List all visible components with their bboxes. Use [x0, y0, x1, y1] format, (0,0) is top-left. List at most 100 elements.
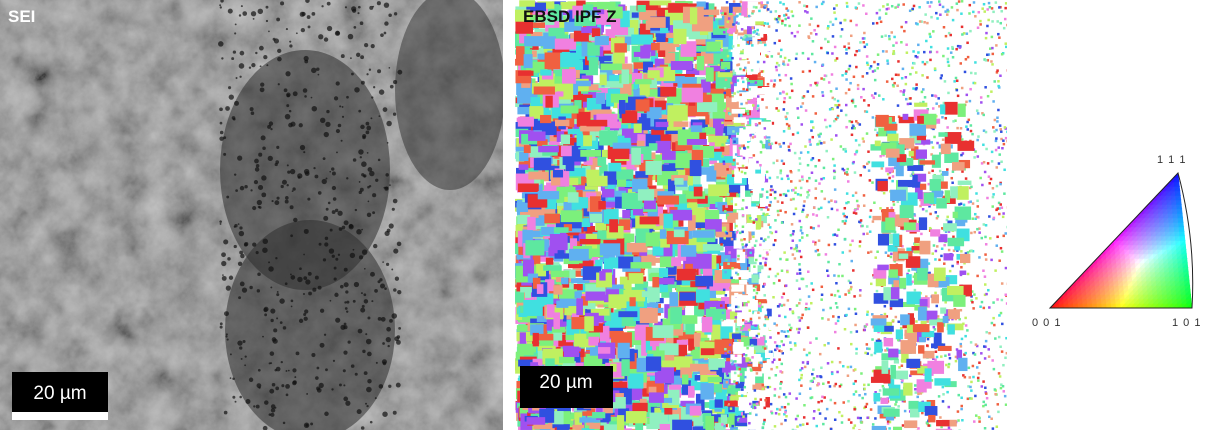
- grain: [532, 254, 541, 265]
- grain: [583, 410, 590, 423]
- grain: [622, 209, 630, 224]
- white-spot: [771, 107, 780, 122]
- pore: [379, 278, 383, 282]
- pixel: [955, 79, 959, 83]
- grain: [558, 289, 578, 300]
- pixel: [827, 200, 831, 204]
- pixel: [951, 317, 954, 321]
- pore: [377, 317, 382, 321]
- grain: [579, 417, 600, 423]
- grain: [575, 38, 584, 51]
- pore: [270, 404, 276, 409]
- grain: [569, 352, 581, 369]
- white-spot: [780, 341, 785, 351]
- grain: [599, 74, 607, 86]
- pixel: [745, 88, 749, 91]
- pore: [335, 317, 341, 323]
- white-spot: [761, 182, 775, 189]
- white-spot: [807, 239, 816, 247]
- pore: [290, 234, 293, 238]
- grain: [655, 282, 669, 293]
- pixel: [831, 23, 835, 26]
- pore: [262, 238, 269, 245]
- white-spot: [777, 65, 788, 73]
- grain: [731, 333, 741, 340]
- grain: [686, 69, 708, 76]
- pixel: [742, 156, 746, 160]
- pixel: [810, 52, 814, 56]
- pixel: [734, 392, 738, 395]
- pore: [302, 88, 308, 93]
- grain: [727, 126, 744, 135]
- pixel: [984, 253, 987, 256]
- pore: [250, 11, 257, 17]
- pore: [268, 261, 271, 264]
- pixel: [997, 108, 1000, 112]
- white-spot: [838, 235, 848, 249]
- pore: [352, 299, 356, 303]
- grain: [526, 2, 547, 12]
- pixel: [780, 269, 784, 273]
- pixel: [727, 262, 730, 266]
- pore: [370, 117, 373, 120]
- pixel: [801, 51, 805, 55]
- pixel: [891, 83, 895, 87]
- pixel: [992, 301, 995, 304]
- pixel: [892, 199, 895, 203]
- pixel: [887, 7, 890, 10]
- pixel: [852, 426, 855, 430]
- pixel: [800, 316, 803, 320]
- white-spot: [864, 101, 878, 109]
- pixel: [720, 48, 723, 52]
- pore: [225, 285, 231, 291]
- pixel: [814, 179, 818, 182]
- pore: [221, 57, 224, 60]
- pore: [339, 105, 342, 108]
- grain: [530, 53, 549, 65]
- white-spot: [754, 173, 765, 182]
- grain: [668, 3, 688, 13]
- pixel: [917, 43, 920, 47]
- grain: [610, 396, 626, 409]
- grain: [677, 77, 697, 88]
- white-spot: [733, 240, 743, 249]
- pore: [396, 241, 402, 247]
- white-spot: [749, 357, 763, 362]
- white-spot: [783, 206, 794, 219]
- pixel: [799, 255, 803, 259]
- pixel: [836, 104, 839, 107]
- pore: [329, 228, 333, 232]
- pixel: [763, 213, 767, 217]
- pixel: [787, 335, 790, 338]
- grain: [567, 1, 585, 10]
- grain: [692, 230, 715, 238]
- pore: [285, 28, 289, 31]
- grain: [630, 262, 652, 269]
- pixel: [835, 306, 839, 309]
- pixel: [762, 256, 765, 260]
- pixel: [817, 207, 821, 211]
- pixel: [927, 182, 930, 186]
- white-spot: [826, 408, 841, 415]
- grain: [598, 55, 612, 62]
- pixel: [969, 71, 973, 75]
- white-spot: [760, 110, 771, 115]
- pixel: [974, 394, 977, 398]
- grain: [574, 100, 582, 109]
- grain: [548, 134, 560, 149]
- white-spot: [733, 117, 746, 123]
- pore: [270, 286, 273, 289]
- grain: [597, 156, 607, 166]
- grain: [554, 38, 577, 50]
- white-spot: [862, 388, 871, 396]
- pore: [274, 162, 278, 167]
- pixel: [939, 13, 942, 16]
- pore: [282, 421, 286, 425]
- pixel: [856, 87, 860, 91]
- white-spot: [811, 127, 822, 136]
- pixel: [1000, 10, 1003, 13]
- white-spot: [853, 326, 861, 341]
- grain: [601, 324, 623, 334]
- grain: [579, 260, 594, 267]
